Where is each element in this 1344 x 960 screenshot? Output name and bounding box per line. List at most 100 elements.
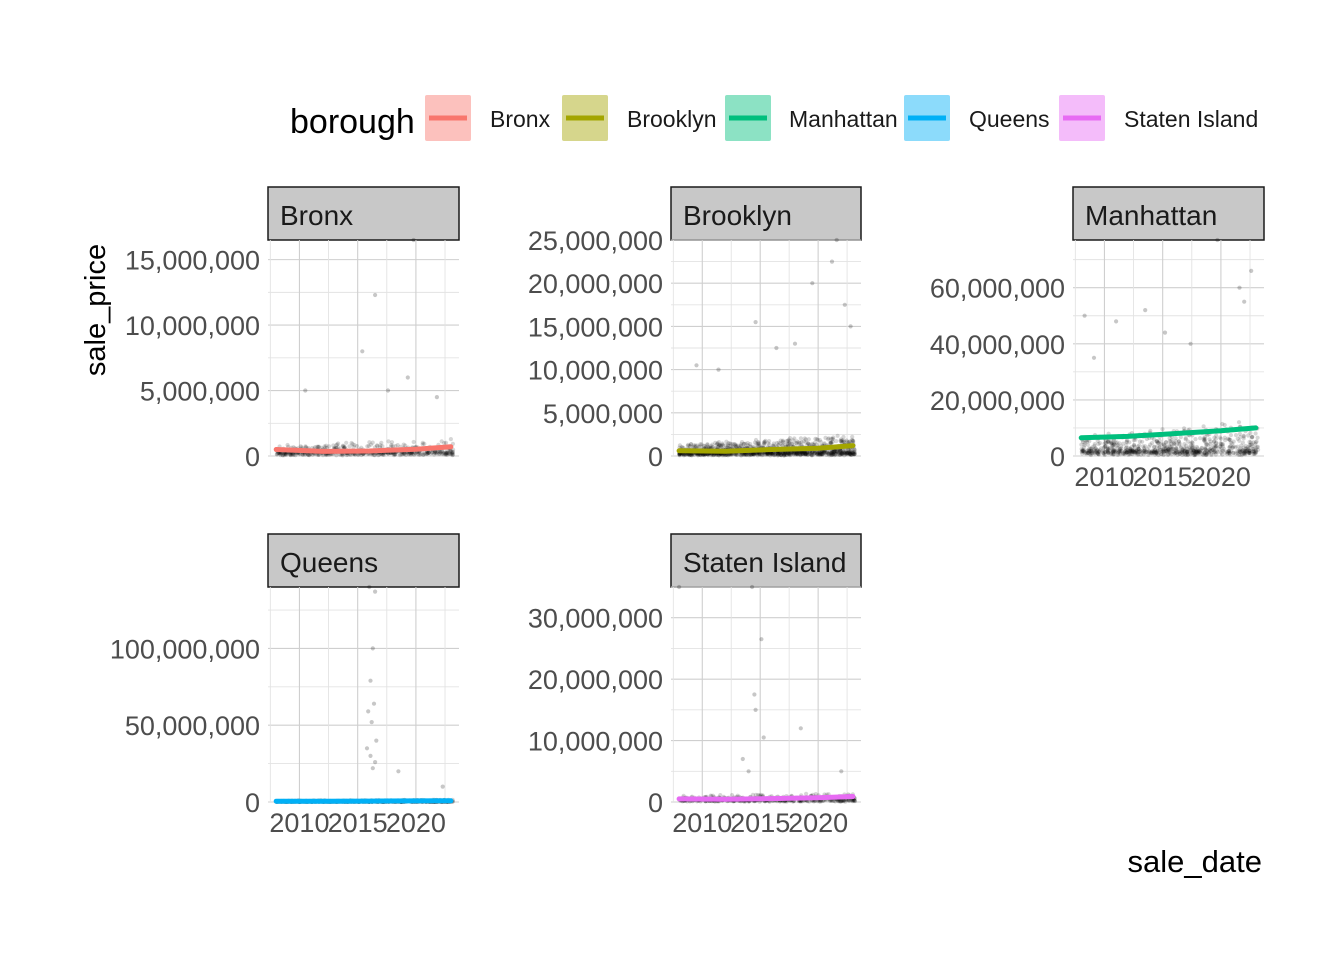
legend-label-staten-island: Staten Island	[1124, 106, 1258, 132]
data-point	[288, 452, 293, 457]
data-point	[1129, 448, 1134, 453]
data-point	[1250, 434, 1255, 439]
data-point	[1143, 308, 1148, 313]
data-point	[1204, 442, 1209, 447]
data-point	[753, 320, 758, 325]
data-point	[307, 453, 312, 458]
data-point	[1243, 443, 1248, 449]
y-tick-label: 25,000,000	[528, 226, 663, 256]
legend-label-bronx: Bronx	[490, 106, 551, 132]
data-point	[439, 449, 445, 454]
data-point	[1123, 446, 1128, 451]
facet-strip-background	[267, 186, 460, 241]
data-point	[411, 439, 416, 445]
y-tick-label: 0	[245, 442, 260, 472]
data-point	[316, 444, 321, 449]
data-point	[1177, 441, 1182, 446]
data-point	[839, 769, 844, 774]
y-tick-label: 40,000,000	[930, 330, 1065, 360]
data-point	[1233, 445, 1238, 450]
data-point	[385, 388, 391, 393]
data-point	[829, 259, 835, 264]
legend-item-staten-island: Staten Island	[1059, 95, 1258, 141]
data-point	[335, 442, 340, 447]
data-point	[340, 453, 345, 458]
facet-strip-label: Brooklyn	[683, 200, 792, 231]
facet-strip-label: Bronx	[280, 200, 353, 231]
data-point	[445, 452, 450, 457]
data-point	[1237, 438, 1242, 443]
x-tick-label: 2010	[1074, 462, 1134, 492]
data-point	[1110, 444, 1115, 449]
data-point	[336, 445, 341, 450]
data-point	[320, 453, 326, 458]
data-point	[842, 302, 847, 307]
data-point	[351, 444, 356, 450]
data-point	[421, 452, 426, 457]
data-point	[1117, 450, 1122, 455]
data-point	[1080, 448, 1085, 453]
data-point	[810, 281, 815, 286]
data-point	[1227, 437, 1232, 442]
grid-bronx	[268, 240, 459, 457]
data-point	[440, 449, 445, 454]
x-tick-label: 2010	[269, 808, 329, 838]
data-point	[280, 453, 286, 458]
y-tick-label: 0	[245, 788, 260, 818]
data-point	[355, 452, 361, 458]
data-point	[285, 442, 290, 448]
data-point	[430, 450, 435, 455]
data-point	[448, 437, 453, 442]
data-point	[291, 452, 296, 457]
data-point	[344, 452, 349, 458]
data-point	[393, 452, 398, 457]
data-point	[1137, 439, 1142, 444]
data-point	[397, 453, 403, 458]
data-point	[1189, 451, 1194, 456]
data-point	[443, 451, 448, 457]
data-point	[375, 443, 380, 448]
data-point	[1215, 450, 1220, 455]
data-point	[441, 451, 446, 456]
data-point	[806, 437, 811, 442]
data-point	[1207, 447, 1212, 453]
data-point	[316, 445, 321, 450]
data-point	[405, 375, 410, 380]
data-point	[290, 452, 295, 457]
data-point	[1214, 433, 1219, 438]
y-tick-label: 0	[648, 788, 663, 818]
data-point	[1201, 436, 1207, 441]
x-axis-title: sale_date	[1128, 844, 1262, 879]
data-point	[804, 791, 809, 796]
data-point	[322, 444, 327, 449]
data-point	[391, 451, 396, 457]
data-point	[1209, 452, 1214, 458]
data-point	[849, 452, 854, 457]
data-point	[389, 440, 395, 445]
data-point	[418, 452, 423, 457]
data-point	[400, 452, 405, 457]
data-point	[1142, 447, 1147, 452]
data-point	[450, 453, 455, 458]
data-point	[1114, 319, 1119, 324]
data-point	[852, 447, 857, 452]
data-point	[701, 443, 706, 448]
data-point	[440, 784, 445, 789]
data-point	[1117, 441, 1122, 446]
data-point	[371, 701, 377, 706]
data-point	[433, 451, 438, 456]
data-point	[446, 451, 451, 456]
data-point	[278, 453, 283, 458]
data-point	[827, 453, 832, 458]
data-point	[348, 452, 353, 457]
y-tick-label: 100,000,000	[110, 634, 260, 664]
data-point	[448, 451, 453, 456]
data-point	[447, 451, 452, 456]
data-point	[360, 349, 365, 354]
data-point	[373, 292, 378, 298]
data-point	[377, 452, 382, 457]
data-point	[450, 449, 455, 454]
data-point	[1138, 452, 1143, 457]
data-point	[729, 793, 735, 798]
